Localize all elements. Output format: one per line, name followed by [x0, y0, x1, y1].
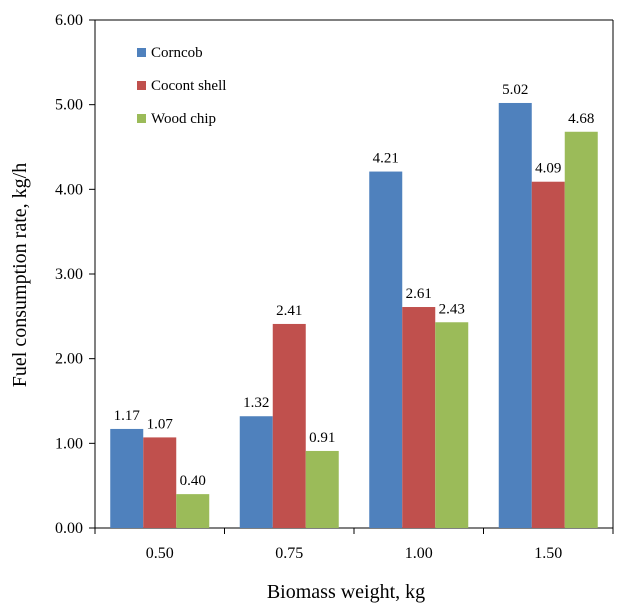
- y-tick-label: 5.00: [55, 97, 83, 114]
- bar: [369, 171, 403, 528]
- bar: [564, 131, 598, 528]
- x-axis-title: Biomass weight, kg: [267, 581, 425, 603]
- bar: [143, 437, 177, 528]
- legend-swatch: [137, 81, 146, 90]
- bar: [110, 428, 144, 528]
- bar: [305, 450, 339, 528]
- data-label: 0.91: [309, 430, 335, 446]
- bar: [402, 307, 436, 528]
- data-label: 2.61: [406, 286, 432, 302]
- y-axis-title: Fuel consumption rate, kg/h: [9, 163, 31, 387]
- y-tick-label: 6.00: [55, 12, 83, 29]
- legend-swatch: [137, 48, 146, 57]
- data-labels: 1.17 1.32 4.21 5.02 1.07 2.41 2.61 4.09 0.40 0.91…: [114, 82, 595, 489]
- data-label: 2.41: [276, 303, 302, 319]
- x-tick-label: 0.50: [146, 545, 174, 562]
- data-label: 4.68: [568, 111, 594, 127]
- x-tick-label: 1.50: [534, 545, 562, 562]
- data-label: 4.21: [373, 151, 399, 167]
- data-label: 5.02: [502, 82, 528, 98]
- data-label: 1.07: [147, 416, 174, 432]
- bar: [435, 322, 469, 528]
- data-label: 1.32: [243, 395, 269, 411]
- data-label: 4.09: [535, 161, 561, 177]
- y-axis: 0.00 1.00 2.00 3.00 4.00 5.00 6.00: [55, 12, 96, 537]
- x-tick-label: 0.75: [275, 545, 303, 562]
- legend-label: Cocont shell: [151, 78, 226, 94]
- y-tick-label: 2.00: [55, 351, 83, 368]
- data-label: 1.17: [114, 408, 141, 424]
- legend-swatch: [137, 114, 146, 123]
- bar: [531, 181, 565, 529]
- bar: [498, 102, 532, 529]
- bar: [272, 323, 306, 528]
- data-label: 2.43: [439, 301, 465, 317]
- data-label: 0.40: [180, 473, 206, 489]
- y-tick-label: 1.00: [55, 435, 83, 452]
- y-tick-label: 0.00: [55, 520, 83, 537]
- bars: [110, 102, 598, 529]
- legend: Corncob Cocont shell Wood chip: [137, 45, 226, 127]
- x-tick-label: 1.00: [405, 545, 433, 562]
- x-axis: 0.50 0.75 1.00 1.50: [94, 527, 614, 562]
- plot-area: [95, 19, 614, 528]
- legend-label: Wood chip: [151, 111, 216, 127]
- bar: [176, 494, 210, 528]
- bar: [239, 416, 273, 528]
- y-tick-label: 4.00: [55, 181, 83, 198]
- legend-label: Corncob: [151, 45, 203, 61]
- y-tick-label: 3.00: [55, 266, 83, 283]
